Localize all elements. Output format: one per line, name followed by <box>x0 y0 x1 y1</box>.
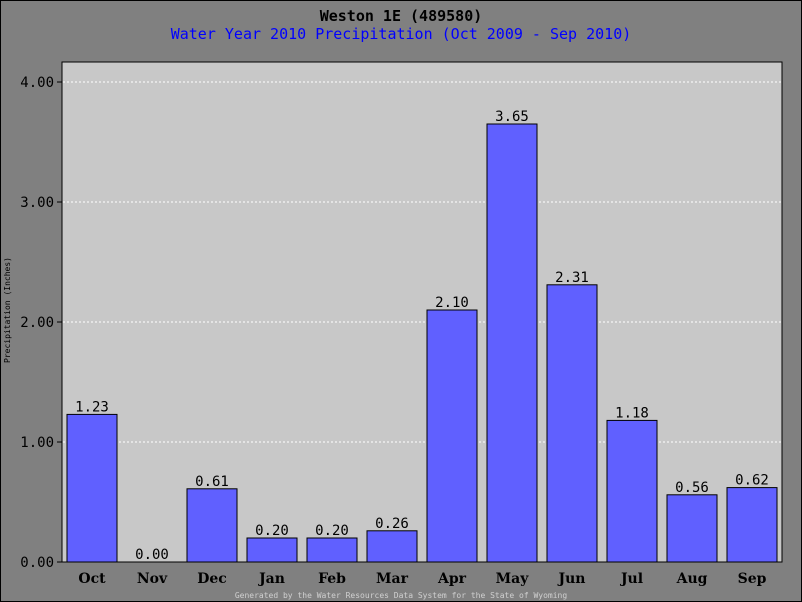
x-tick-label: Jun <box>557 571 586 587</box>
x-tick-label: Mar <box>376 571 409 587</box>
x-tick-label: Jul <box>619 571 643 587</box>
x-tick-label: Aug <box>676 571 708 587</box>
y-tick-label: 4.00 <box>20 75 54 91</box>
y-tick-label: 2.00 <box>20 315 54 331</box>
bar-value-label: 0.20 <box>255 523 289 539</box>
bar-jun <box>546 284 598 563</box>
bar-value-labels: 1.23 0.00 0.61 0.20 0.20 0.26 2.10 3.65 2.31 1.18… <box>75 109 769 563</box>
x-tick-label: Nov <box>137 571 168 587</box>
bar-value-label: 0.56 <box>675 480 709 496</box>
bars <box>66 123 778 563</box>
y-tick-label: 0.00 <box>20 555 54 571</box>
x-axis-labels: Oct Nov Dec Jan Feb Mar Apr May Jun Jul Aug Sep <box>78 571 766 587</box>
bar-jul <box>606 419 658 563</box>
plot-area <box>61 61 783 563</box>
bar-value-label: 0.61 <box>195 474 229 490</box>
bar-value-label: 1.23 <box>75 399 109 415</box>
chart-title: Weston 1E (489580) <box>320 7 483 25</box>
bar-oct <box>66 413 118 563</box>
x-tick-label: Jan <box>257 571 285 587</box>
bar-mar <box>366 530 418 563</box>
bar-dec <box>186 488 238 563</box>
x-tick-label: Dec <box>197 571 227 587</box>
bar-value-label: 0.00 <box>135 547 169 563</box>
bar-value-label: 2.10 <box>435 295 469 311</box>
bar-apr <box>426 309 478 563</box>
y-tick-label: 1.00 <box>20 435 54 451</box>
y-axis-ticks: 0.00 1.00 2.00 3.00 4.00 <box>20 75 62 571</box>
x-tick-label: Apr <box>437 571 467 587</box>
y-axis-label: Precipitation (Inches) <box>3 257 12 363</box>
bar-value-label: 0.62 <box>735 473 769 489</box>
bar-aug <box>666 494 718 563</box>
y-tick-label: 3.00 <box>20 195 54 211</box>
bar-sep <box>726 487 778 563</box>
bar-value-label: 3.65 <box>495 109 529 125</box>
bar-value-label: 1.18 <box>615 405 649 421</box>
chart-subtitle: Water Year 2010 Precipitation (Oct 2009 … <box>171 25 632 43</box>
x-tick-label: Sep <box>738 571 767 587</box>
bar-may <box>486 123 538 563</box>
x-tick-label: Oct <box>78 571 106 587</box>
bar-value-label: 2.31 <box>555 270 589 286</box>
footer-credit: Generated by the Water Resources Data Sy… <box>235 591 568 600</box>
bar-value-label: 0.26 <box>375 516 409 532</box>
x-tick-label: May <box>496 571 530 587</box>
bar-jan <box>246 537 298 563</box>
bar-feb <box>306 537 358 563</box>
bar-value-label: 0.20 <box>315 523 349 539</box>
x-tick-label: Feb <box>318 571 346 587</box>
